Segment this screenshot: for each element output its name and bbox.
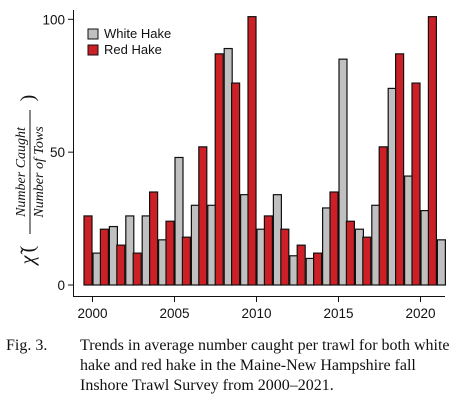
y-label-paren-close: )	[17, 95, 39, 102]
x-tick-label: 2015	[323, 306, 353, 321]
legend: White Hake Red Hake	[87, 26, 171, 57]
y-tick-label: 50	[50, 145, 65, 160]
bar-red-hake-2008	[214, 53, 224, 286]
bar-white-hake-2013	[305, 257, 315, 286]
bar-red-hake-2013	[296, 244, 306, 286]
y-tick-label: 100	[42, 12, 65, 27]
x-tick-label: 2005	[159, 306, 189, 321]
legend-swatch-white-hake	[87, 28, 99, 40]
y-label-denominator: Number of Tows	[32, 126, 47, 219]
x-tick-label: 2020	[405, 306, 435, 321]
bar-white-hake-2019	[404, 175, 414, 286]
bar-white-hake-2016	[354, 228, 364, 286]
x-ticks-group: 2000 2005 2010 2015 2020	[77, 296, 436, 321]
y-ticks-group: 0 50 100	[42, 12, 74, 293]
bar-red-hake-2000	[83, 215, 93, 286]
legend-swatch-red-hake	[87, 44, 99, 56]
caption-text: Trends in average number caught per traw…	[80, 337, 450, 394]
bar-chart: 0 50 100 2000 2005 2010 2015 2020 White Hake R…	[14, 10, 446, 321]
y-label-paren-open: (	[17, 245, 39, 252]
bar-red-hake-2005	[165, 220, 175, 286]
legend-label-white-hake: White Hake	[104, 26, 171, 41]
figure-caption: Fig. 3. Trends in average number caught …	[6, 336, 464, 396]
bar-white-hake-2005	[174, 156, 184, 286]
bar-red-hake-2014	[313, 252, 323, 286]
bar-red-hake-2011	[263, 215, 273, 286]
bar-white-hake-2017	[371, 204, 381, 286]
bar-red-hake-2012	[280, 228, 290, 286]
bar-white-hake-2006	[190, 204, 200, 286]
bar-white-hake-2011	[272, 194, 282, 286]
bar-red-hake-2015	[329, 191, 339, 286]
caption-label: Fig. 3.	[6, 337, 48, 354]
bar-red-hake-2010	[247, 16, 257, 286]
bar-white-hake-2012	[289, 255, 299, 286]
legend-label-red-hake: Red Hake	[104, 42, 162, 57]
bar-white-hake-2008	[223, 47, 233, 286]
bar-red-hake-2006	[181, 236, 191, 286]
bar-white-hake-2014	[322, 207, 332, 286]
bar-white-hake-2015	[338, 58, 348, 286]
bar-white-hake-2002	[125, 215, 135, 286]
bar-white-hake-2021	[436, 239, 446, 286]
bar-white-hake-2020	[420, 210, 430, 286]
bar-white-hake-2010	[256, 228, 266, 286]
y-label-numerator: Number Caught	[14, 126, 29, 218]
bar-red-hake-2009	[231, 82, 241, 286]
bars-group	[83, 16, 446, 286]
bar-red-hake-2017	[362, 236, 372, 286]
bar-red-hake-2002	[116, 244, 126, 286]
x-tick-label: 2000	[77, 306, 107, 321]
bar-red-hake-2018	[378, 146, 388, 286]
bar-red-hake-2004	[149, 191, 159, 286]
bar-red-hake-2016	[345, 220, 355, 286]
bar-red-hake-2001	[99, 228, 110, 286]
bar-white-hake-2018	[387, 87, 397, 286]
bar-white-hake-2003	[141, 215, 151, 286]
bar-red-hake-2019	[395, 53, 405, 286]
bar-red-hake-2003	[132, 252, 142, 286]
y-axis-label: χ̃ ( Number Caught Number of Tows )	[14, 95, 47, 267]
axes-group	[73, 10, 445, 297]
x-tick-label: 2010	[241, 306, 271, 321]
bar-red-hake-2020	[411, 82, 421, 286]
y-tick-label: 0	[57, 278, 65, 293]
bar-red-hake-2021	[427, 16, 437, 286]
bar-red-hake-2007	[198, 146, 208, 286]
